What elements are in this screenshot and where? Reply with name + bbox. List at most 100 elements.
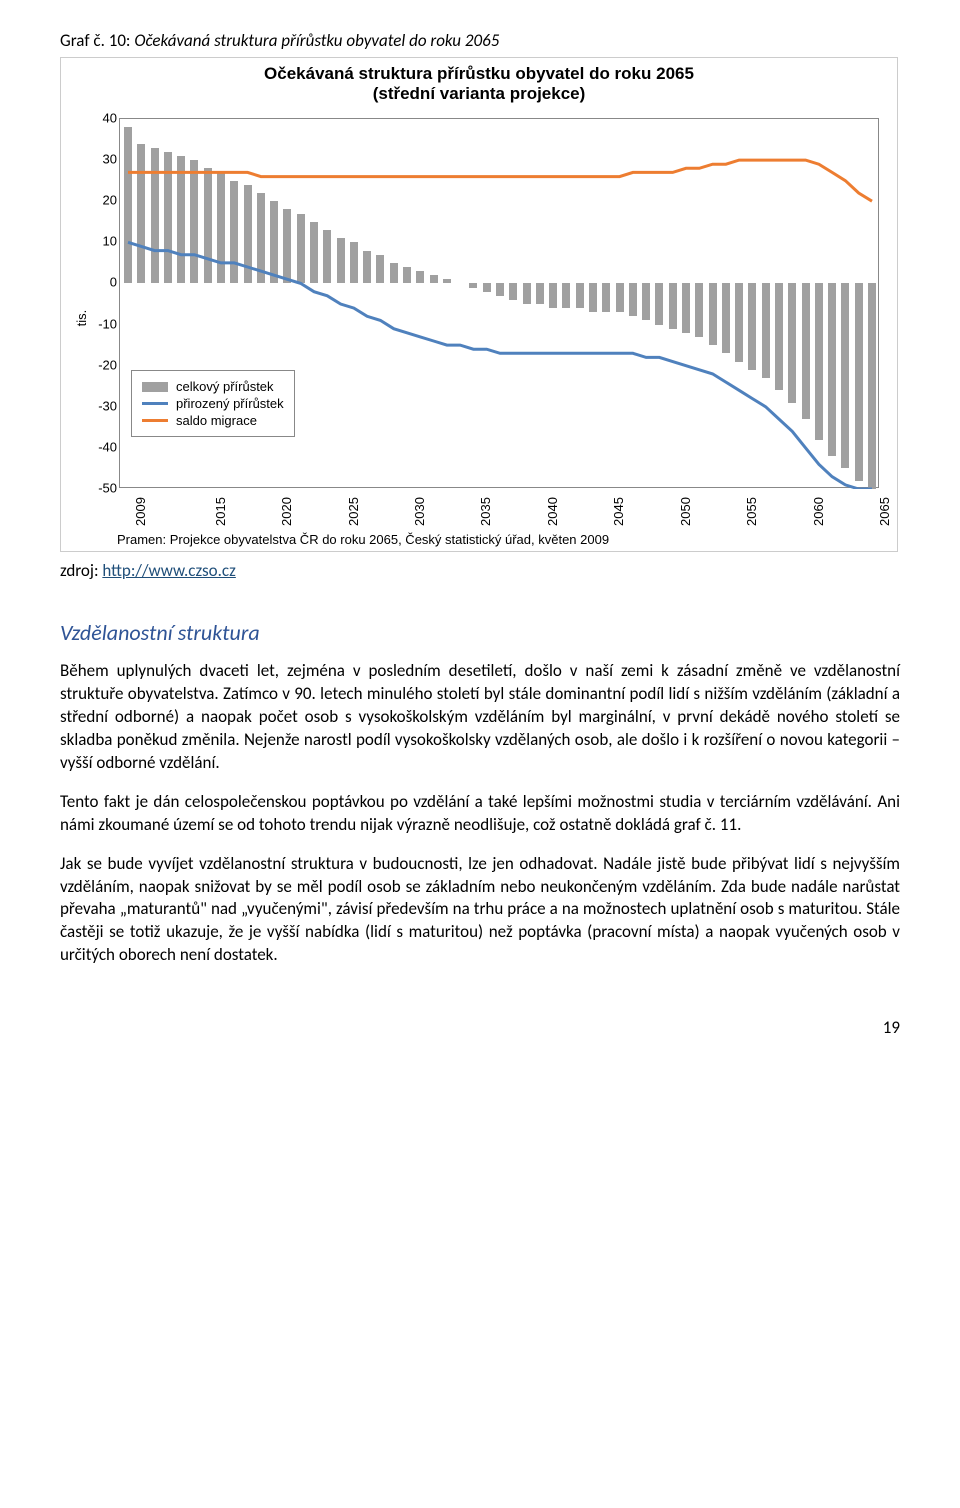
chart-bar (762, 283, 770, 378)
chart-bar (775, 283, 783, 390)
y-tick-label: -40 (89, 439, 117, 454)
chart-bar (430, 275, 438, 283)
legend-label: saldo migrace (176, 413, 257, 428)
chart-bar (323, 230, 331, 283)
chart-bar (855, 283, 863, 480)
y-tick-label: 40 (89, 111, 117, 126)
legend-swatch-bar (142, 382, 168, 392)
x-tick-label: 2055 (744, 486, 759, 526)
chart-bar (403, 267, 411, 283)
x-tick-label: 2035 (478, 486, 493, 526)
x-tick-label: 2030 (412, 486, 427, 526)
chart-bar (802, 283, 810, 419)
legend-item: přirozený přírůstek (142, 396, 284, 411)
chart-bar (655, 283, 663, 324)
legend-item: saldo migrace (142, 413, 284, 428)
legend-swatch-line (142, 419, 168, 422)
chart-bar (868, 283, 876, 489)
x-tick-label: 2025 (346, 486, 361, 526)
chart-bar (828, 283, 836, 456)
chart-container: Očekávaná struktura přírůstku obyvatel d… (60, 57, 898, 552)
chart-title: Očekávaná struktura přírůstku obyvatel d… (67, 64, 891, 84)
x-tick-label: 2020 (279, 486, 294, 526)
chart-bar (257, 193, 265, 283)
y-tick-label: 30 (89, 152, 117, 167)
x-tick-label: 2060 (811, 486, 826, 526)
paragraph: Tento fakt je dán celospolečenskou poptá… (60, 791, 900, 837)
chart-bar (416, 271, 424, 283)
chart-bar (815, 283, 823, 439)
chart-bar (137, 144, 145, 284)
chart-bar (735, 283, 743, 361)
page-number: 19 (60, 1017, 900, 1038)
chart-bar (337, 238, 345, 283)
source-line: zdroj: http://www.czso.cz (60, 560, 900, 581)
chart-bar (350, 242, 358, 283)
chart-line (128, 160, 872, 201)
chart-bar (536, 283, 544, 304)
chart-bar (642, 283, 650, 320)
chart-bar (589, 283, 597, 312)
chart-bar (443, 279, 451, 283)
chart-bar (390, 263, 398, 284)
x-tick-label: 2045 (611, 486, 626, 526)
chart-bar (669, 283, 677, 328)
chart-plot: tis. celkový přírůstek přirozený přírůst… (69, 108, 889, 528)
chart-bar (483, 283, 491, 291)
chart-bar (616, 283, 624, 312)
chart-bar (124, 127, 132, 283)
x-tick-label: 2040 (545, 486, 560, 526)
y-tick-label: -50 (89, 481, 117, 496)
chart-bar (695, 283, 703, 336)
x-tick-label: 2009 (133, 486, 148, 526)
chart-bar (549, 283, 557, 308)
y-tick-label: -20 (89, 357, 117, 372)
chart-subtitle: (střední varianta projekce) (67, 84, 891, 104)
chart-bar (722, 283, 730, 353)
y-tick-label: 0 (89, 275, 117, 290)
y-axis-label: tis. (74, 310, 89, 327)
chart-bar (204, 168, 212, 283)
chart-bar (602, 283, 610, 312)
section-heading: Vzdělanostní struktura (60, 619, 900, 646)
y-tick-label: 20 (89, 193, 117, 208)
y-tick-label: 10 (89, 234, 117, 249)
figure-caption: Graf č. 10: Očekávaná struktura přírůstk… (60, 30, 900, 51)
chart-line (128, 242, 872, 489)
figure-label: Graf č. 10: (60, 30, 130, 51)
chart-bar (230, 181, 238, 284)
chart-bar (469, 283, 477, 287)
chart-bar (297, 214, 305, 284)
chart-bar (682, 283, 690, 332)
paragraph: Během uplynulých dvaceti let, zejména v … (60, 660, 900, 775)
chart-bar (217, 172, 225, 283)
y-tick-label: -30 (89, 398, 117, 413)
x-tick-label: 2050 (678, 486, 693, 526)
chart-bar (190, 160, 198, 283)
chart-bar (270, 201, 278, 283)
chart-legend: celkový přírůstek přirozený přírůstek sa… (131, 370, 295, 437)
chart-bar (576, 283, 584, 308)
y-tick-label: -10 (89, 316, 117, 331)
legend-label: celkový přírůstek (176, 379, 274, 394)
chart-bar (496, 283, 504, 295)
chart-bar (629, 283, 637, 316)
source-link[interactable]: http://www.czso.cz (102, 560, 236, 581)
chart-bar (310, 222, 318, 284)
legend-item: celkový přírůstek (142, 379, 284, 394)
chart-bar (562, 283, 570, 308)
chart-bar (748, 283, 756, 369)
chart-source: Pramen: Projekce obyvatelstva ČR do roku… (117, 532, 891, 547)
chart-bar (523, 283, 531, 304)
chart-bar (244, 185, 252, 284)
paragraph: Jak se bude vyvíjet vzdělanostní struktu… (60, 853, 900, 968)
chart-bar (788, 283, 796, 402)
chart-bar (376, 255, 384, 284)
legend-label: přirozený přírůstek (176, 396, 284, 411)
chart-bar (709, 283, 717, 345)
x-tick-label: 2065 (877, 486, 892, 526)
chart-bar (151, 148, 159, 284)
source-label: zdroj: (60, 560, 102, 581)
chart-bar (164, 152, 172, 284)
chart-bar (363, 251, 371, 284)
